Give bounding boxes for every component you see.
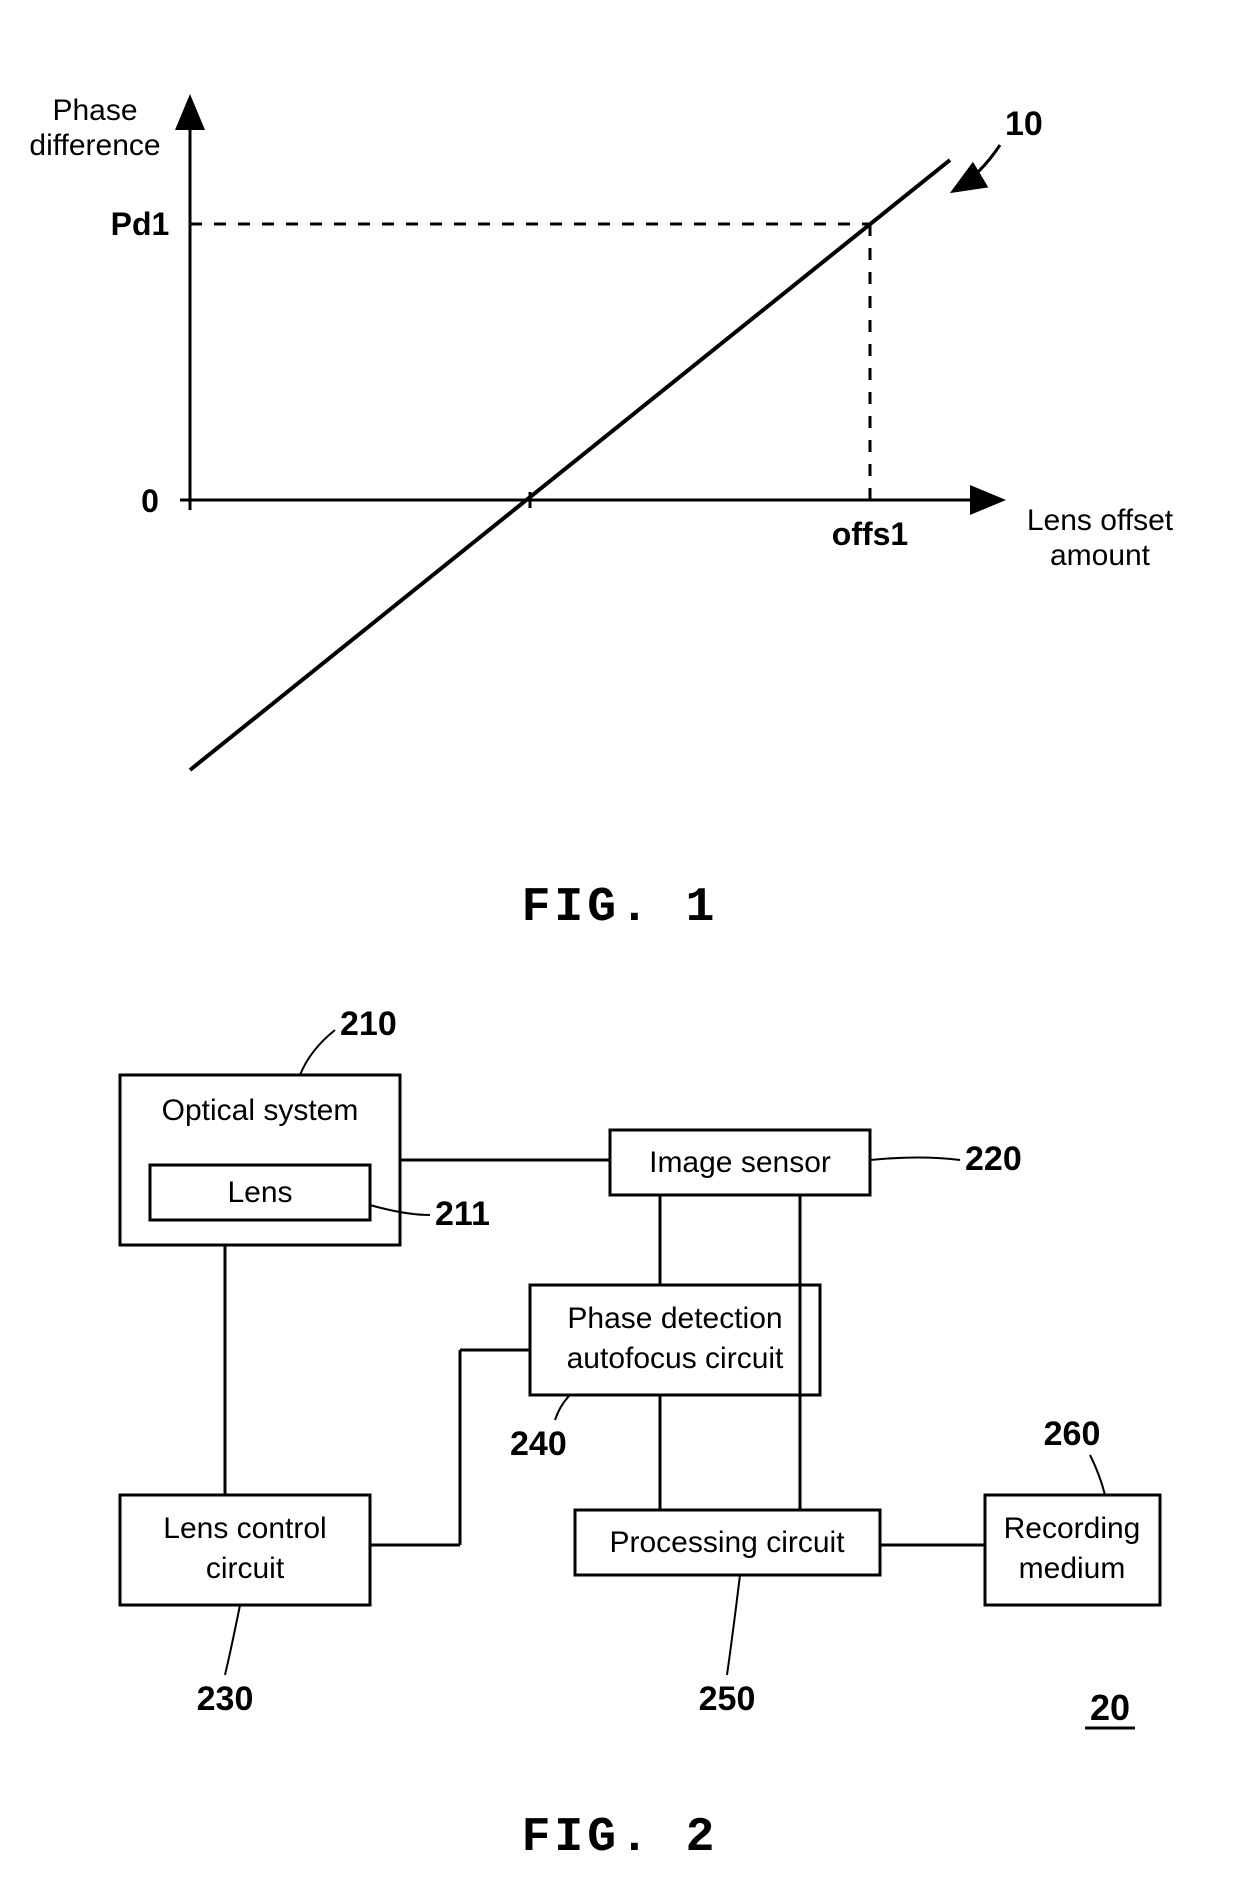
- recording-label-line1: Recording: [1004, 1512, 1141, 1545]
- lens-control-label-line1: Lens control: [163, 1512, 326, 1545]
- y-tick-zero: 0: [141, 483, 159, 519]
- x-tick-offs1: offs1: [832, 516, 908, 552]
- leader-230: [225, 1605, 240, 1675]
- num-240: 240: [510, 1425, 567, 1463]
- leader-220: [870, 1158, 960, 1161]
- pdaf-label-line1: Phase detection: [567, 1302, 782, 1335]
- x-axis-label-line2: amount: [1050, 539, 1151, 572]
- processing-label: Processing circuit: [609, 1526, 845, 1559]
- optical-system-label: Optical system: [162, 1094, 359, 1127]
- y-axis-label-line2: difference: [29, 129, 160, 162]
- y-tick-pd1: Pd1: [111, 206, 170, 242]
- num-250: 250: [699, 1680, 756, 1718]
- fig1-plot: Phase difference Pd1 0 offs1 Lens offset…: [29, 94, 1173, 770]
- num-220: 220: [965, 1140, 1022, 1178]
- fig1-data-line: [190, 160, 950, 770]
- system-label-20: 20: [1090, 1687, 1130, 1728]
- num-210: 210: [340, 1005, 397, 1043]
- leader-250: [727, 1575, 740, 1675]
- curve-leader-arrow: [955, 145, 1000, 190]
- y-axis-label-line1: Phase: [52, 94, 137, 127]
- leader-240: [555, 1395, 570, 1420]
- fig2-caption: FIG. 2: [522, 1811, 719, 1865]
- fig1-caption: FIG. 1: [522, 881, 719, 935]
- num-230: 230: [197, 1680, 254, 1718]
- x-axis-label-line1: Lens offset: [1027, 504, 1174, 537]
- fig2-diagram: Optical system Lens 210 211 Image sensor…: [120, 1005, 1160, 1728]
- leader-210: [300, 1030, 335, 1075]
- num-211: 211: [435, 1195, 490, 1233]
- lens-label: Lens: [227, 1176, 292, 1209]
- num-260: 260: [1044, 1415, 1101, 1453]
- image-sensor-label: Image sensor: [649, 1146, 831, 1179]
- curve-label-10: 10: [1005, 105, 1043, 143]
- leader-260: [1090, 1455, 1105, 1495]
- recording-label-line2: medium: [1019, 1552, 1126, 1585]
- pdaf-label-line2: autofocus circuit: [567, 1342, 784, 1375]
- lens-control-label-line2: circuit: [206, 1552, 285, 1585]
